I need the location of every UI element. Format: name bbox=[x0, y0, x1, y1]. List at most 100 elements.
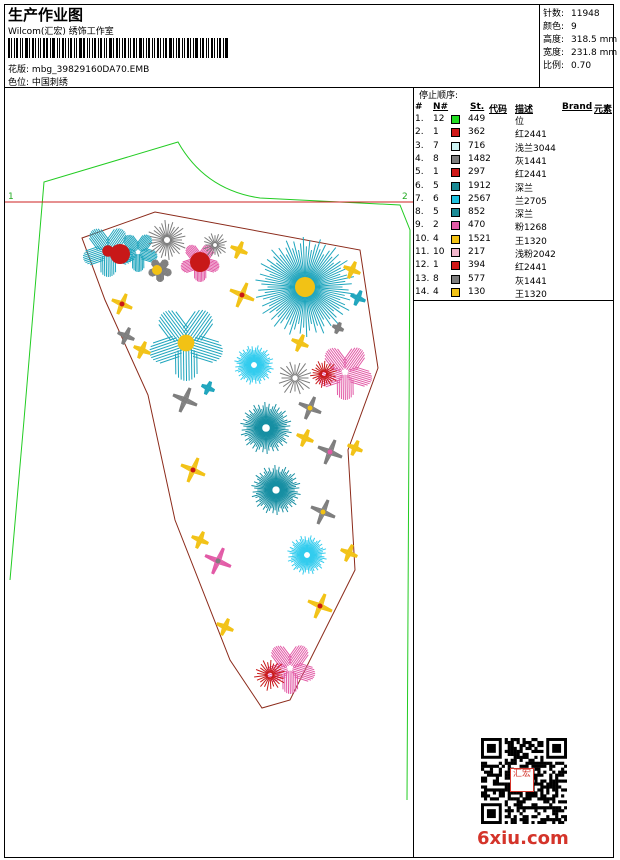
col-header-desc: 描述 bbox=[515, 105, 534, 115]
row-index: 12. bbox=[415, 260, 430, 271]
color-swatch bbox=[451, 234, 460, 244]
daisy-motif bbox=[255, 237, 355, 337]
row-needle: 2 bbox=[433, 220, 439, 231]
row-description: 粉1268 bbox=[515, 223, 547, 234]
row-needle: 7 bbox=[433, 140, 439, 151]
row-needle: 4 bbox=[433, 233, 439, 244]
embroidery-motifs bbox=[82, 220, 373, 695]
row-description: 红2441 bbox=[515, 130, 547, 141]
sheet-title: 生产作业图 bbox=[8, 6, 84, 24]
row-needle: 8 bbox=[433, 273, 439, 284]
row-stitches: 577 bbox=[468, 273, 486, 284]
sequence-row: 9. 2 470 粉1268 bbox=[415, 220, 615, 233]
page-frame bbox=[4, 4, 614, 858]
row-description: 浅兰3044 bbox=[515, 143, 556, 154]
row-description: 红2441 bbox=[515, 170, 547, 181]
pompom-motif bbox=[251, 465, 301, 515]
guide-marker-left: 1 bbox=[8, 192, 14, 202]
colorway-value: 中国刺绣 bbox=[31, 78, 68, 88]
col-header-element: 元素 bbox=[594, 105, 613, 115]
colorway-info: 色位: 中国刺绣 bbox=[8, 75, 68, 88]
color-swatch bbox=[451, 115, 460, 124]
row-index: 13. bbox=[415, 273, 430, 284]
leaf-motif bbox=[278, 361, 312, 395]
sequence-row: 7. 6 2567 兰2705 bbox=[415, 194, 615, 207]
row-description: 深兰 bbox=[515, 210, 534, 221]
sequence-row: 12. 1 394 红2441 bbox=[415, 260, 615, 273]
row-description: 兰2705 bbox=[515, 196, 547, 207]
sequence-row: 6. 5 1912 深兰 bbox=[415, 181, 615, 194]
row-stitches: 394 bbox=[468, 260, 486, 271]
stop-sequence-title: 停止顺序: bbox=[419, 91, 459, 101]
barcode bbox=[8, 38, 234, 58]
col-header-num: # bbox=[415, 102, 423, 112]
header-divider bbox=[4, 87, 614, 88]
row-needle: 1 bbox=[433, 167, 439, 178]
row-stitches: 2567 bbox=[468, 193, 491, 204]
color-swatch bbox=[451, 141, 460, 151]
color-swatch bbox=[451, 181, 460, 191]
row-stitches: 1482 bbox=[468, 153, 491, 164]
pattern-label: 花版: bbox=[8, 65, 30, 75]
leaf-motif bbox=[148, 220, 186, 260]
pattern-file: mbg_39829160DA70.EMB bbox=[31, 65, 150, 75]
stat-width: 宽度: 231.8 mm bbox=[543, 48, 618, 58]
col-header-brand: Brand bbox=[562, 102, 593, 112]
colorway-label: 色位: bbox=[8, 78, 30, 88]
pompom-motif bbox=[240, 402, 292, 454]
row-needle: 12 bbox=[433, 114, 445, 124]
leaf-motif bbox=[310, 360, 337, 388]
row-description: 王1320 bbox=[515, 289, 547, 300]
row-index: 6. bbox=[415, 180, 424, 191]
sequence-row: 14. 4 130 王1320 bbox=[415, 287, 615, 300]
company-name: Wilcom(汇宏) 绣饰工作室 bbox=[8, 27, 114, 37]
stat-colors: 颜色: 9 bbox=[543, 22, 577, 32]
row-stitches: 1912 bbox=[468, 180, 491, 191]
row-index: 5. bbox=[415, 167, 424, 178]
row-description: 王1320 bbox=[515, 236, 547, 247]
color-swatch bbox=[451, 154, 460, 164]
col-header-code: 代码 bbox=[489, 105, 508, 115]
row-needle: 8 bbox=[433, 153, 439, 164]
row-index: 8. bbox=[415, 207, 424, 218]
panel-outline bbox=[81, 211, 379, 709]
color-swatch bbox=[451, 208, 460, 218]
sequence-row: 3. 7 716 浅兰3044 bbox=[415, 141, 615, 154]
sequence-row: 10. 4 1521 王1320 bbox=[415, 234, 615, 247]
row-stitches: 217 bbox=[468, 247, 486, 257]
color-swatch bbox=[451, 194, 460, 204]
sequence-row: 4. 8 1482 灰1441 bbox=[415, 154, 615, 167]
pattern-info: 花版: mbg_39829160DA70.EMB bbox=[8, 62, 149, 75]
color-swatch bbox=[451, 287, 460, 297]
sequence-row: 11. 10 217 浅粉2042 bbox=[415, 247, 615, 260]
sequence-row: 1. 12 449 位 bbox=[415, 114, 615, 127]
row-description: 灰1441 bbox=[515, 276, 547, 287]
row-index: 3. bbox=[415, 140, 424, 151]
row-index: 4. bbox=[415, 153, 424, 164]
color-swatch bbox=[451, 261, 460, 271]
row-stitches: 852 bbox=[468, 207, 486, 218]
row-index: 10. bbox=[415, 233, 430, 244]
sidebar-divider bbox=[413, 87, 414, 858]
leaf-motif bbox=[203, 233, 227, 257]
row-index: 11. bbox=[415, 247, 430, 257]
row-needle: 6 bbox=[433, 193, 439, 204]
row-stitches: 297 bbox=[468, 167, 486, 178]
sequence-row: 5. 1 297 红2441 bbox=[415, 167, 615, 180]
sequence-bottom-divider bbox=[413, 300, 614, 301]
row-index: 2. bbox=[415, 127, 424, 138]
guide-marker-right: 2 bbox=[402, 192, 408, 202]
row-needle: 5 bbox=[433, 207, 439, 218]
row-stitches: 362 bbox=[468, 127, 486, 138]
row-stitches: 716 bbox=[468, 140, 486, 151]
row-description: 灰1441 bbox=[515, 156, 547, 167]
row-index: 14. bbox=[415, 286, 430, 297]
row-description: 位 bbox=[515, 117, 525, 127]
sequence-row: 2. 1 362 红2441 bbox=[415, 127, 615, 140]
col-header-needle: N# bbox=[433, 102, 449, 112]
row-description: 浅粉2042 bbox=[515, 250, 556, 260]
row-stitches: 130 bbox=[468, 286, 486, 297]
color-swatch bbox=[451, 248, 460, 257]
qr-center-stamp: 汇宏 bbox=[510, 768, 534, 792]
